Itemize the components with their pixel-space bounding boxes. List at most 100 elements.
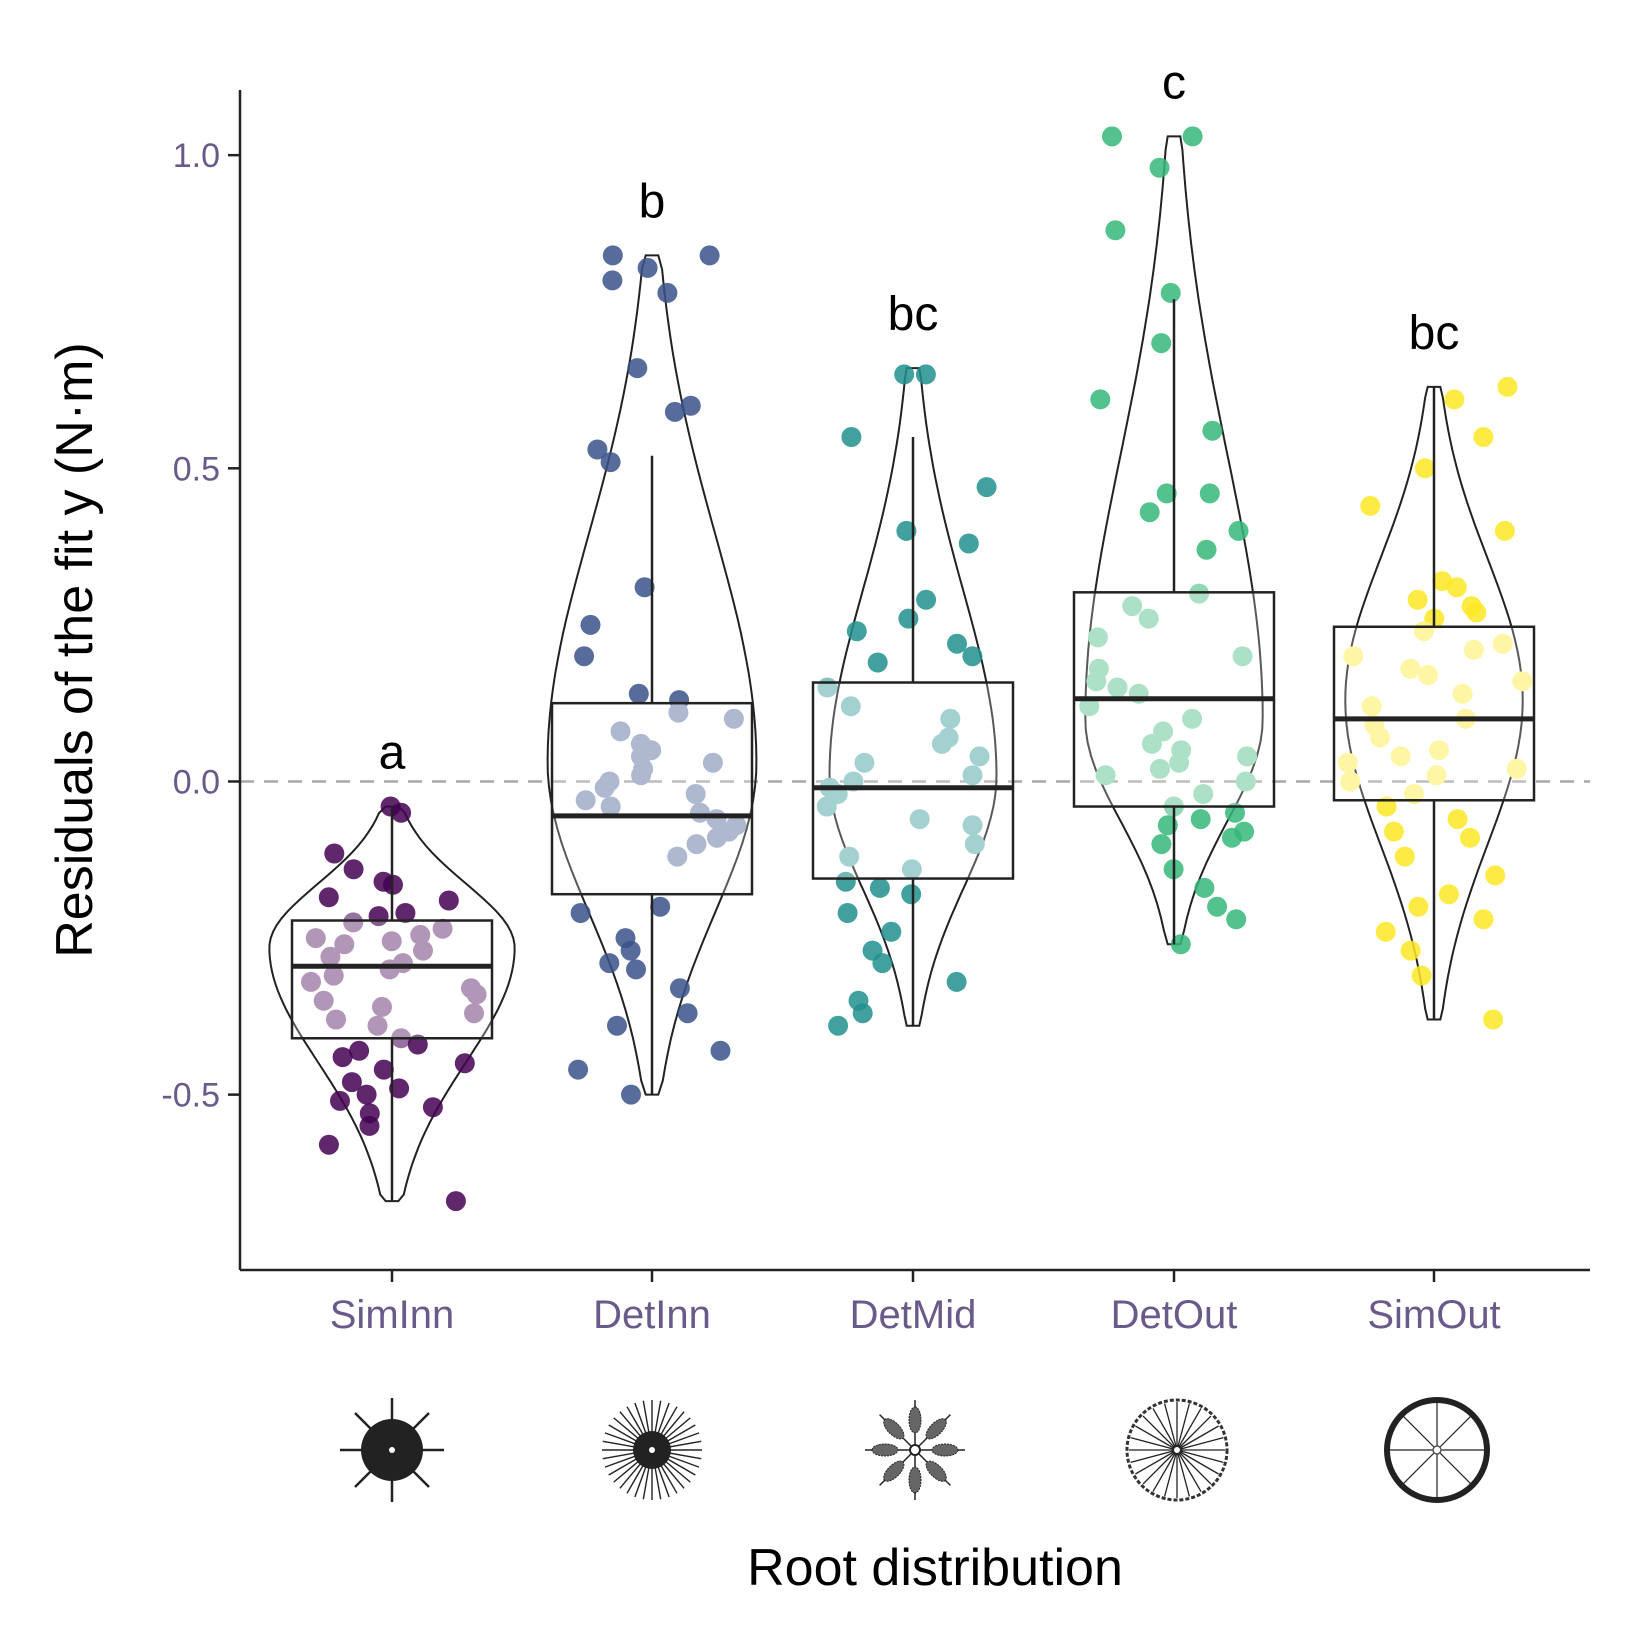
data-point xyxy=(324,843,345,864)
data-point xyxy=(1452,683,1473,704)
data-point xyxy=(320,946,341,967)
y-tick-label: 0.5 xyxy=(173,450,220,488)
data-point xyxy=(881,921,902,942)
data-point xyxy=(1426,765,1447,786)
data-point xyxy=(568,1059,589,1080)
data-point xyxy=(1483,1009,1504,1030)
data-point xyxy=(969,746,990,767)
data-point xyxy=(454,1053,475,1074)
data-point xyxy=(305,928,326,949)
data-point xyxy=(1512,671,1533,692)
root-diagram-siminn-icon xyxy=(340,1398,444,1502)
data-point xyxy=(574,646,595,667)
data-point xyxy=(1394,846,1415,867)
data-point xyxy=(1446,577,1467,598)
data-point xyxy=(1408,896,1429,917)
box-iqr xyxy=(1332,625,1536,802)
data-point xyxy=(1102,126,1122,147)
data-point xyxy=(828,1015,849,1036)
data-point xyxy=(852,1003,873,1024)
data-point xyxy=(631,765,652,786)
y-tick-label: 1.0 xyxy=(173,137,220,175)
data-point xyxy=(466,984,487,1005)
data-point xyxy=(1156,483,1177,504)
data-point xyxy=(594,777,615,798)
data-point xyxy=(901,859,922,880)
data-point xyxy=(846,621,867,642)
data-point xyxy=(1463,639,1484,660)
data-point xyxy=(650,896,671,917)
data-point xyxy=(962,765,983,786)
data-point xyxy=(367,1015,388,1036)
data-point xyxy=(837,903,858,923)
x-tick-label: SimOut xyxy=(1367,1293,1500,1337)
data-point xyxy=(1444,389,1465,410)
violin-outline xyxy=(1084,135,1264,946)
data-point xyxy=(1337,752,1358,773)
data-point xyxy=(1105,220,1126,241)
data-point xyxy=(702,752,723,773)
data-point xyxy=(1361,696,1382,717)
data-point xyxy=(1196,539,1217,560)
data-point xyxy=(699,245,720,266)
data-point xyxy=(667,846,688,867)
data-point xyxy=(410,924,431,945)
data-point xyxy=(1182,708,1203,729)
data-point xyxy=(1149,157,1170,178)
root-diagram-simout-icon xyxy=(1384,1397,1490,1503)
data-point xyxy=(607,1015,627,1036)
data-point xyxy=(1375,921,1396,942)
data-point xyxy=(1235,771,1256,792)
data-point xyxy=(894,364,915,385)
data-point xyxy=(1141,733,1162,754)
data-point xyxy=(1095,765,1116,786)
x-tick-label: DetMid xyxy=(850,1293,977,1337)
data-point xyxy=(343,912,364,933)
data-point xyxy=(1090,389,1111,410)
data-point xyxy=(1225,802,1245,823)
data-point xyxy=(1086,671,1107,692)
data-point xyxy=(1194,877,1215,898)
data-point xyxy=(1228,520,1249,541)
data-point xyxy=(627,358,648,379)
data-point xyxy=(1139,502,1160,523)
data-point xyxy=(1466,602,1487,623)
plot-area: a b bc c bc xyxy=(240,56,1590,1212)
data-point xyxy=(1170,934,1191,955)
significance-letter: a xyxy=(379,727,406,780)
data-point xyxy=(575,790,596,811)
data-point xyxy=(1485,865,1506,886)
x-tick-label: SimInn xyxy=(330,1293,455,1337)
data-point xyxy=(657,282,678,303)
data-point xyxy=(1149,758,1170,779)
data-point xyxy=(1138,608,1159,629)
data-point xyxy=(318,1134,339,1155)
data-point xyxy=(1492,633,1513,654)
data-point xyxy=(896,520,917,541)
data-point xyxy=(1169,752,1190,773)
data-point xyxy=(962,815,983,836)
x-tick-label: DetOut xyxy=(1111,1293,1238,1337)
group-detinn xyxy=(546,245,758,1105)
significance-letter: c xyxy=(1162,56,1186,109)
data-point xyxy=(1418,665,1438,685)
data-point xyxy=(931,733,952,754)
data-point xyxy=(637,257,658,278)
data-point xyxy=(840,696,861,717)
data-point xyxy=(413,940,433,961)
data-point xyxy=(962,646,983,667)
data-point xyxy=(395,903,416,923)
data-point xyxy=(869,877,890,898)
data-point xyxy=(323,965,344,986)
data-point xyxy=(341,1072,362,1093)
data-point xyxy=(1189,583,1210,604)
group-detout xyxy=(1072,126,1276,955)
axis-ticks: -0.5 0.0 0.5 1.0 SimInn DetInn DetMid DetOut Sim… xyxy=(161,137,1500,1337)
data-point xyxy=(445,1191,466,1212)
data-point xyxy=(909,809,930,830)
data-point xyxy=(602,245,623,266)
data-point xyxy=(326,1009,346,1030)
data-point xyxy=(1438,884,1459,905)
data-point xyxy=(947,633,967,654)
